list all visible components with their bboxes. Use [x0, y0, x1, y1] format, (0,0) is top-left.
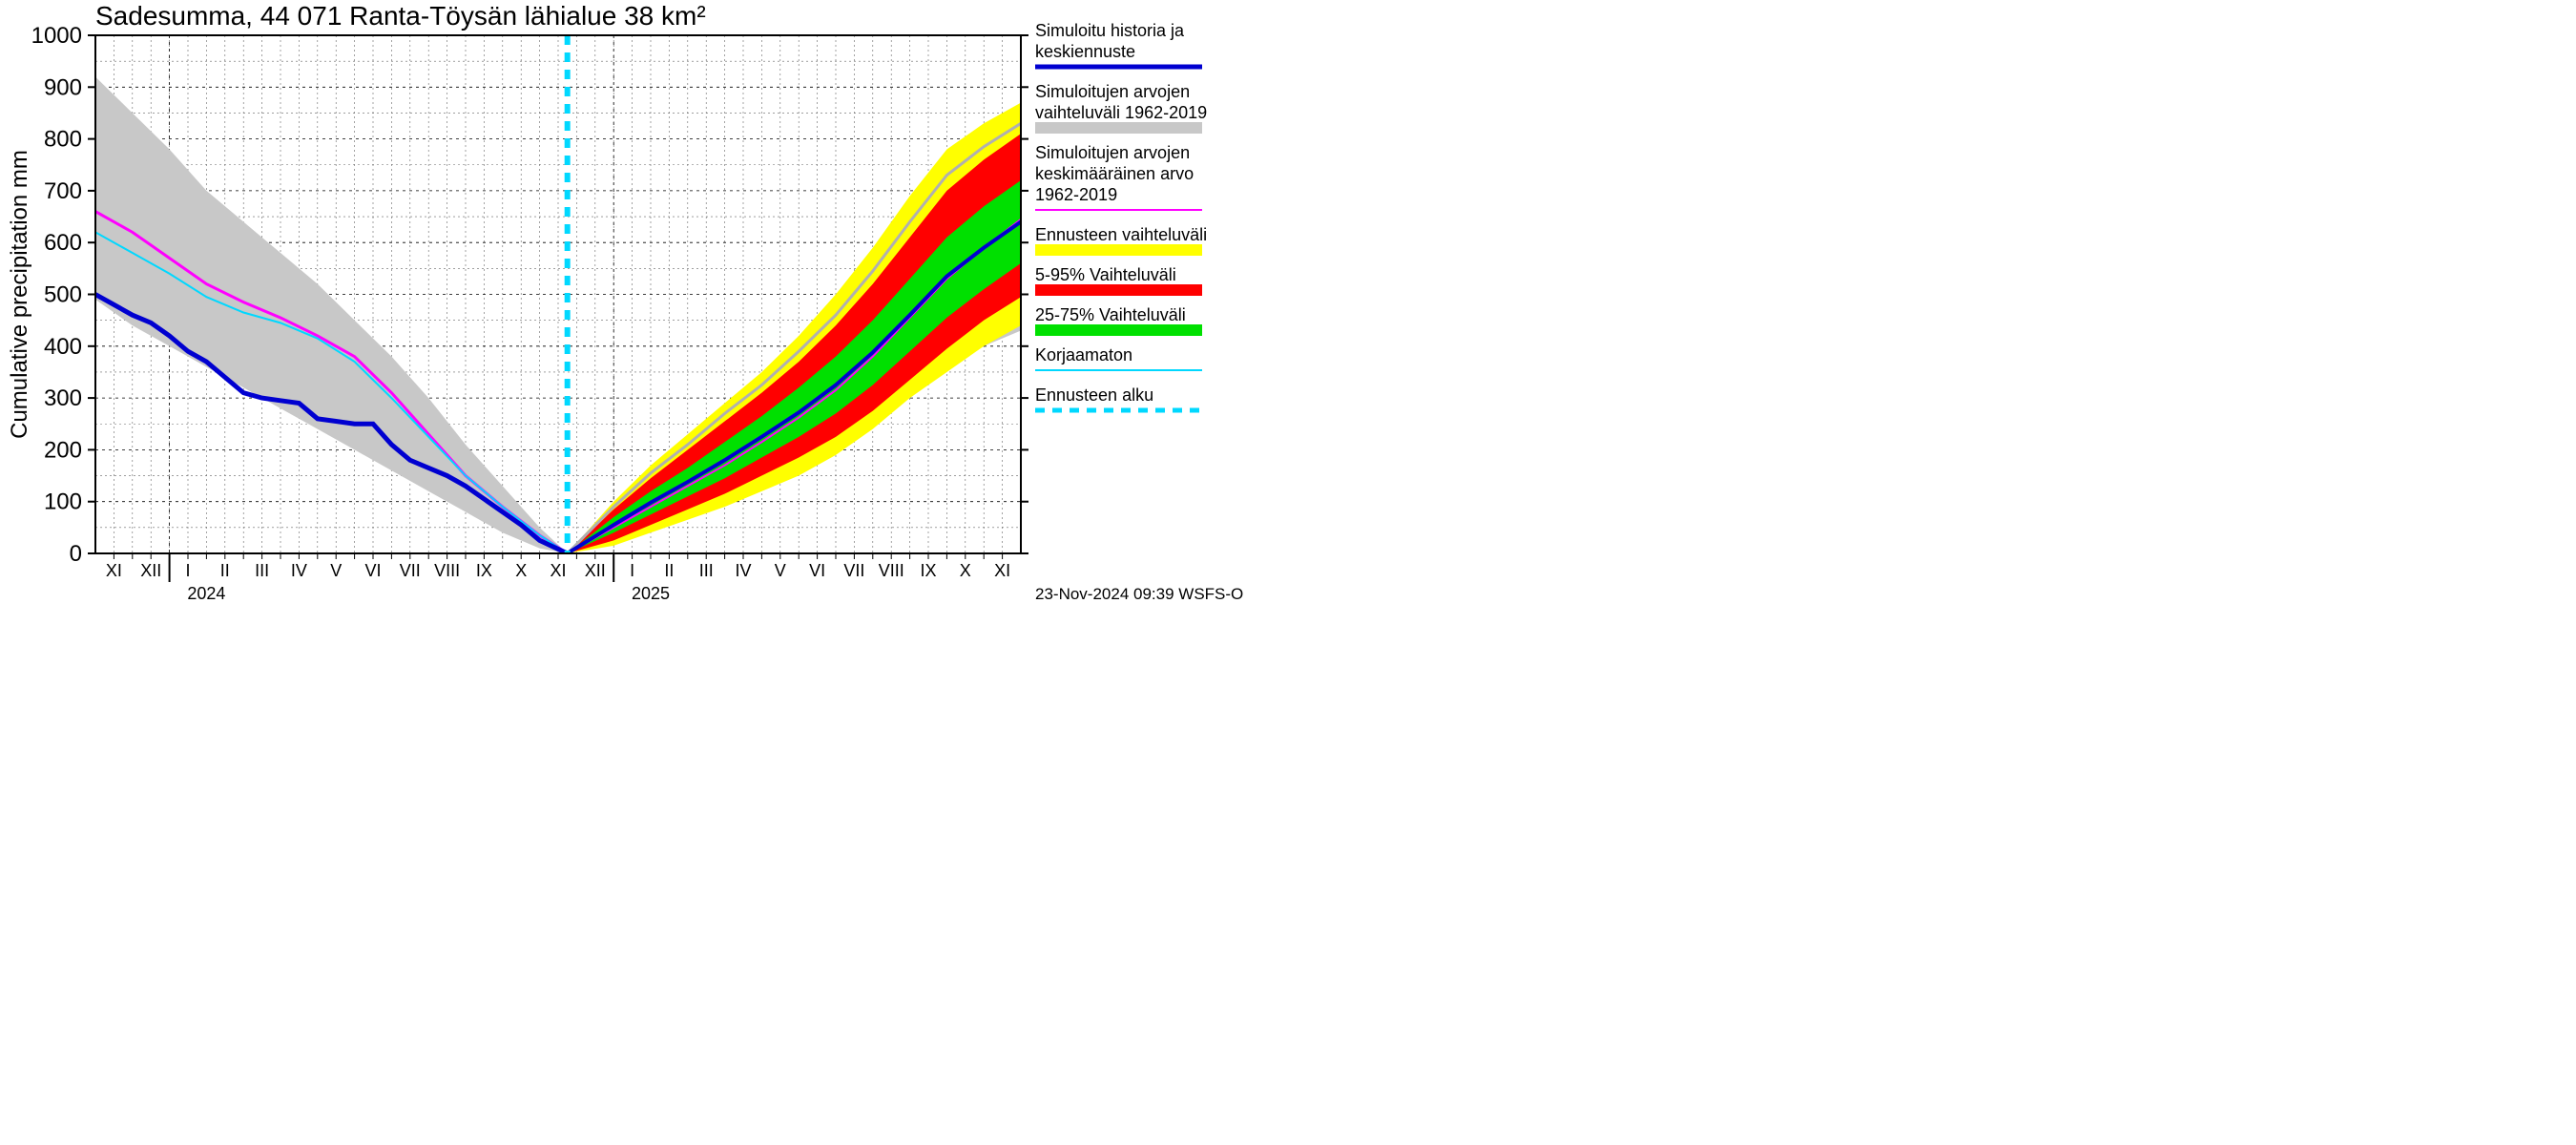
y-tick-label: 300: [44, 385, 82, 411]
y-tick-label: 100: [44, 489, 82, 515]
x-month-label: IV: [291, 561, 307, 580]
x-month-label: II: [220, 561, 230, 580]
legend-label: vaihteluväli 1962-2019: [1035, 103, 1207, 122]
x-month-label: VII: [400, 561, 421, 580]
y-tick-label: 800: [44, 127, 82, 153]
x-year-label: 2024: [187, 584, 225, 603]
legend-label: Simuloitujen arvojen: [1035, 143, 1190, 162]
legend-label: 5-95% Vaihteluväli: [1035, 265, 1176, 284]
x-month-label: XII: [140, 561, 161, 580]
x-month-label: VI: [364, 561, 381, 580]
legend-label: keskiennuste: [1035, 42, 1135, 61]
legend-swatch: [1035, 324, 1202, 336]
legend-swatch: [1035, 122, 1202, 134]
x-month-label: I: [630, 561, 634, 580]
legend-label: Simuloitujen arvojen: [1035, 82, 1190, 101]
x-month-label: X: [515, 561, 527, 580]
x-month-label: X: [960, 561, 971, 580]
x-month-label: VII: [843, 561, 864, 580]
x-month-label: XII: [585, 561, 606, 580]
legend-label: 1962-2019: [1035, 185, 1117, 204]
x-month-label: III: [255, 561, 269, 580]
x-month-label: V: [775, 561, 786, 580]
legend-swatch: [1035, 284, 1202, 296]
x-month-label: IV: [735, 561, 751, 580]
x-month-label: VIII: [434, 561, 460, 580]
chart-title: Sadesumma, 44 071 Ranta-Töysän lähialue …: [95, 1, 706, 31]
legend-swatch: [1035, 244, 1202, 256]
x-month-label: XI: [994, 561, 1010, 580]
historical-range-band: [95, 76, 568, 553]
legend-label: Ennusteen alku: [1035, 385, 1153, 405]
x-month-label: V: [330, 561, 342, 580]
x-month-label: XI: [106, 561, 122, 580]
y-tick-label: 500: [44, 282, 82, 308]
y-tick-label: 200: [44, 437, 82, 463]
x-month-label: IX: [920, 561, 936, 580]
y-tick-label: 0: [70, 541, 82, 567]
y-axis-label: Cumulative precipitation mm: [7, 150, 32, 439]
x-month-label: VIII: [879, 561, 904, 580]
precipitation-chart: 01002003004005006007008009001000XIXIIIII…: [0, 0, 1431, 636]
chart-footer: 23-Nov-2024 09:39 WSFS-O: [1035, 585, 1243, 603]
legend-label: 25-75% Vaihteluväli: [1035, 305, 1186, 324]
x-year-label: 2025: [632, 584, 670, 603]
legend-label: Korjaamaton: [1035, 345, 1132, 364]
x-month-label: VI: [809, 561, 825, 580]
x-month-label: II: [664, 561, 674, 580]
legend-label: Ennusteen vaihteluväli: [1035, 225, 1207, 244]
x-month-label: I: [185, 561, 190, 580]
x-month-label: XI: [550, 561, 566, 580]
y-tick-label: 600: [44, 230, 82, 256]
y-tick-label: 1000: [31, 23, 82, 49]
chart-container: 01002003004005006007008009001000XIXIIIII…: [0, 0, 1431, 636]
y-tick-label: 900: [44, 74, 82, 100]
y-tick-label: 400: [44, 334, 82, 360]
x-month-label: IX: [476, 561, 492, 580]
y-tick-label: 700: [44, 178, 82, 204]
legend-label: keskimääräinen arvo: [1035, 164, 1194, 183]
legend-label: Simuloitu historia ja: [1035, 21, 1185, 40]
x-month-label: III: [699, 561, 714, 580]
